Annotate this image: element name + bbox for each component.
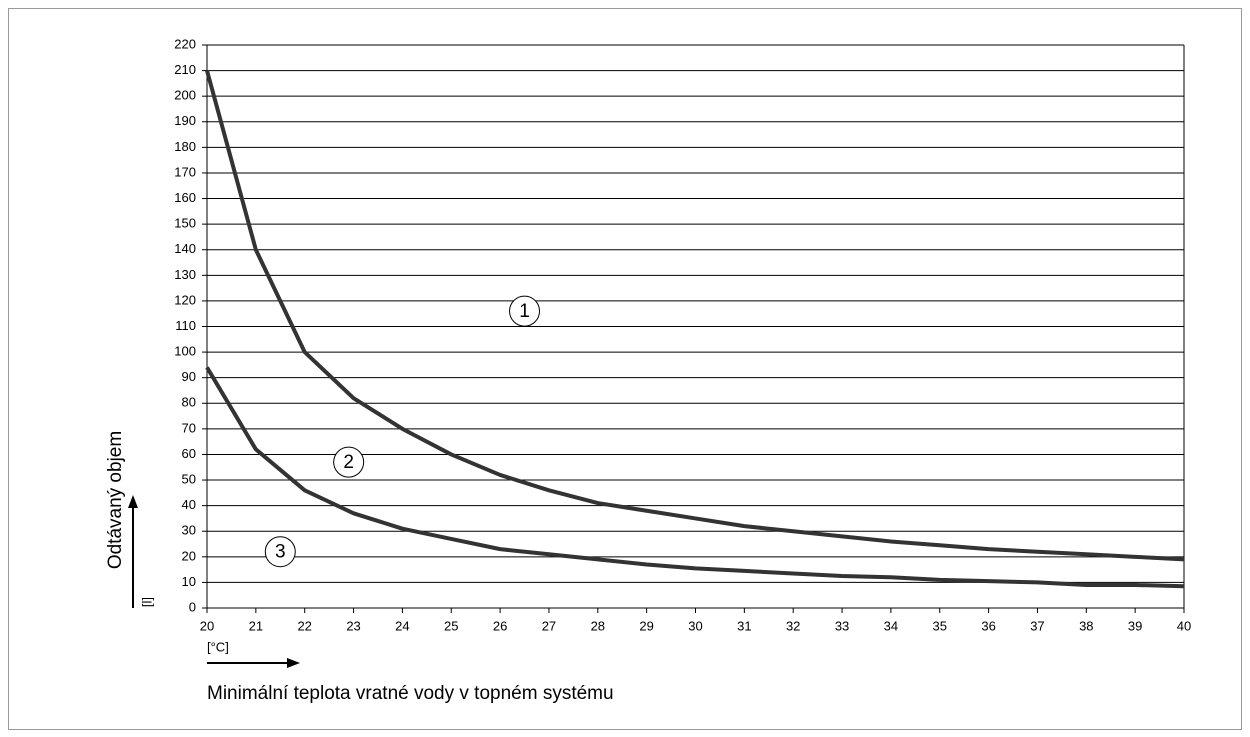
x-tick-label: 31 xyxy=(737,618,751,633)
y-tick-label: 40 xyxy=(182,497,196,512)
annotation-circle xyxy=(509,295,541,327)
x-axis-label: Minimální teplota vratné vody v topném s… xyxy=(207,683,614,704)
y-tick-label: 130 xyxy=(174,267,196,282)
y-axis-unit: [l] xyxy=(139,597,154,607)
annotation-label: 2 xyxy=(343,452,354,473)
y-tick-label: 60 xyxy=(182,446,196,461)
annotation-label: 3 xyxy=(275,542,286,563)
y-tick-label: 200 xyxy=(174,88,196,103)
x-tick-label: 28 xyxy=(591,618,605,633)
x-tick-label: 36 xyxy=(981,618,995,633)
y-tick-label: 50 xyxy=(182,471,196,486)
x-axis-unit: [°C] xyxy=(207,639,229,654)
y-tick-label: 20 xyxy=(182,548,196,563)
annotation-circle xyxy=(264,536,296,568)
x-tick-label: 23 xyxy=(346,618,360,633)
frame xyxy=(8,8,1242,730)
x-tick-label: 33 xyxy=(835,618,849,633)
y-tick-label: 30 xyxy=(182,523,196,538)
y-tick-label: 90 xyxy=(182,369,196,384)
x-tick-label: 37 xyxy=(1030,618,1044,633)
y-tick-label: 220 xyxy=(174,36,196,51)
x-tick-label: 35 xyxy=(933,618,947,633)
annotation-circle xyxy=(333,446,365,478)
x-tick-label: 27 xyxy=(542,618,556,633)
x-tick-label: 26 xyxy=(493,618,507,633)
x-tick-label: 24 xyxy=(395,618,409,633)
curve xyxy=(205,366,1185,589)
x-tick-label: 32 xyxy=(786,618,800,633)
y-tick-label: 100 xyxy=(174,344,196,359)
x-tick-label: 21 xyxy=(249,618,263,633)
x-tick-label: 39 xyxy=(1128,618,1142,633)
x-tick-label: 25 xyxy=(444,618,458,633)
y-tick-label: 70 xyxy=(182,420,196,435)
y-tick-label: 190 xyxy=(174,113,196,128)
y-tick-label: 0 xyxy=(189,599,196,614)
y-arrow-head xyxy=(128,495,138,508)
x-tick-label: 22 xyxy=(297,618,311,633)
y-tick-label: 120 xyxy=(174,292,196,307)
x-tick-label: 40 xyxy=(1177,618,1191,633)
x-tick-label: 30 xyxy=(688,618,702,633)
annotation-label: 1 xyxy=(519,301,530,322)
y-tick-label: 140 xyxy=(174,241,196,256)
x-arrow-head xyxy=(287,658,300,668)
y-tick-label: 180 xyxy=(174,139,196,154)
x-tick-label: 20 xyxy=(200,618,214,633)
y-tick-label: 210 xyxy=(174,62,196,77)
curve xyxy=(205,70,1185,562)
y-tick-label: 10 xyxy=(182,574,196,589)
x-tick-label: 29 xyxy=(639,618,653,633)
y-tick-label: 160 xyxy=(174,190,196,205)
y-tick-label: 150 xyxy=(174,216,196,231)
y-axis-label: Odtávaný objem xyxy=(105,431,126,569)
y-tick-label: 170 xyxy=(174,164,196,179)
y-tick-label: 110 xyxy=(175,318,196,333)
x-tick-label: 34 xyxy=(884,618,898,633)
x-tick-label: 38 xyxy=(1079,618,1093,633)
y-tick-label: 80 xyxy=(182,395,196,410)
